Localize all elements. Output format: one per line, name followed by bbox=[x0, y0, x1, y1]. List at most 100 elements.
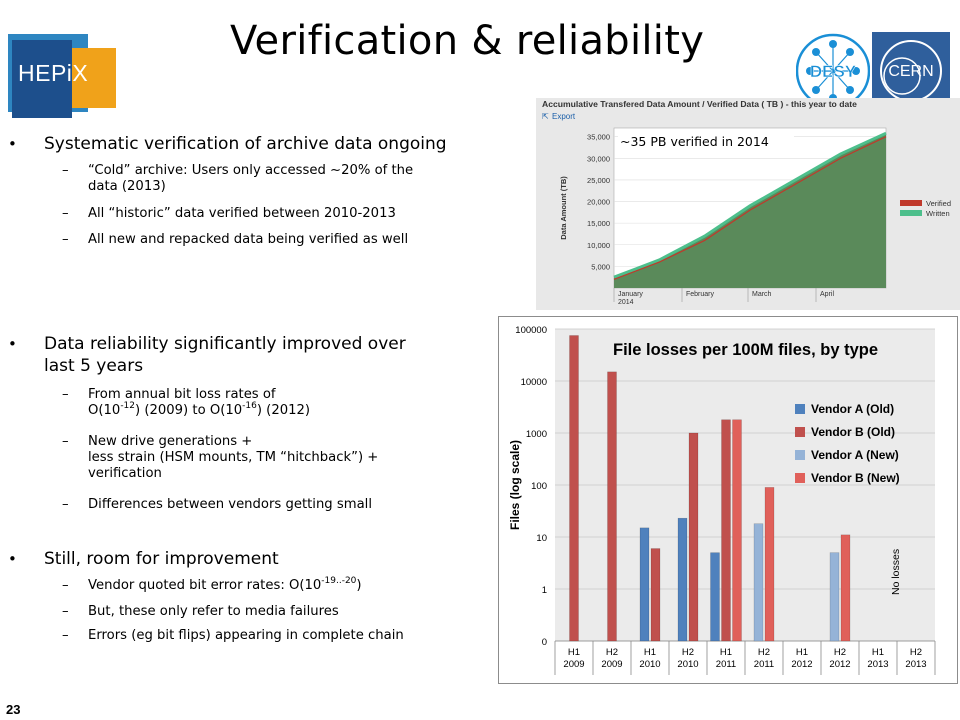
series-line-verified bbox=[613, 136, 887, 280]
x-tick-label: H2 bbox=[758, 647, 770, 658]
x-tick-label: 2011 bbox=[716, 659, 736, 670]
sub-bullet: – All new and repacked data being verifi… bbox=[62, 232, 409, 248]
desy-logo: DESY bbox=[796, 33, 870, 109]
x-tick-label: March bbox=[752, 291, 772, 298]
sub-bullet-text: All new and repacked data being verified… bbox=[88, 232, 409, 247]
bullet-dot-icon: • bbox=[8, 550, 17, 568]
x-tick-label: 2013 bbox=[905, 659, 926, 670]
annotation-bg bbox=[618, 132, 794, 150]
x-tick-label: 2010 bbox=[639, 659, 660, 670]
y-axis-label: Files (log scale) bbox=[508, 440, 522, 530]
x-tick-label: 2014 bbox=[618, 299, 634, 306]
dash-icon: – bbox=[62, 628, 69, 643]
sub-bullet-text: ) bbox=[356, 578, 362, 593]
y-tick-label: 15,000 bbox=[587, 219, 610, 228]
sub-bullet-text: verification bbox=[88, 466, 162, 481]
y-tick-label: 30,000 bbox=[587, 154, 610, 163]
y-tick-label: 5,000 bbox=[591, 262, 610, 271]
legend-swatch bbox=[900, 200, 922, 206]
legend-label: Vendor B (Old) bbox=[811, 425, 895, 439]
sub-bullet-text: Errors (eg bit flips) appearing in compl… bbox=[88, 628, 404, 643]
page-number: 23 bbox=[6, 702, 21, 717]
legend-swatch bbox=[795, 450, 805, 460]
legend-swatch bbox=[795, 404, 805, 414]
bar bbox=[764, 487, 775, 642]
dash-icon: – bbox=[62, 434, 69, 449]
bar bbox=[569, 335, 579, 642]
transfer-area-chart: Accumulative Transfered Data Amount / Ve… bbox=[536, 98, 960, 310]
x-tick-label: 2013 bbox=[867, 659, 888, 670]
x-tick-label: 2012 bbox=[829, 659, 850, 670]
x-tick-label: 2009 bbox=[601, 659, 622, 670]
sub-bullet: – Errors (eg bit flips) appearing in com… bbox=[62, 628, 404, 644]
x-tick-label: H1 bbox=[644, 647, 656, 658]
bullet-improvement: • Still, room for improvement bbox=[8, 548, 279, 570]
bullet-verification: • Systematic verification of archive dat… bbox=[8, 133, 447, 155]
legend-label: Written bbox=[926, 209, 950, 218]
x-tick-label: H2 bbox=[682, 647, 694, 658]
y-tick-label: 1 bbox=[542, 585, 547, 596]
dash-icon: – bbox=[62, 206, 69, 221]
sub-bullet: – Vendor quoted bit error rates: O(10-19… bbox=[62, 577, 362, 594]
sub-bullet-text: less strain (HSM mounts, TM “hitchback”)… bbox=[88, 450, 379, 465]
bar bbox=[840, 534, 851, 642]
bar bbox=[732, 419, 742, 642]
chart-title: Accumulative Transfered Data Amount / Ve… bbox=[542, 99, 857, 109]
legend-swatch bbox=[795, 473, 805, 483]
y-tick-label: 100000 bbox=[515, 325, 547, 336]
sub-bullet: – Differences between vendors getting sm… bbox=[62, 497, 372, 513]
sub-bullet-text: From annual bit loss rates of bbox=[88, 387, 276, 402]
file-losses-bar-chart: 100000 10000 1000 100 10 1 0 Files (log scale) F… bbox=[498, 316, 958, 684]
page-title: Verification & reliability bbox=[230, 18, 705, 64]
export-link: Export bbox=[552, 112, 576, 121]
x-tick-label: H1 bbox=[796, 647, 808, 658]
sub-bullet-text: New drive generations + bbox=[88, 434, 253, 449]
bullet-dot-icon: • bbox=[8, 135, 17, 153]
x-tick-label: H1 bbox=[568, 647, 580, 658]
x-tick-label: H2 bbox=[834, 647, 846, 658]
sub-bullet: – But, these only refer to media failure… bbox=[62, 604, 339, 620]
legend-swatch bbox=[900, 210, 922, 216]
y-tick-label: 20,000 bbox=[587, 198, 610, 207]
x-tick-label: H2 bbox=[606, 647, 618, 658]
bar bbox=[677, 517, 688, 642]
sub-bullet-text: All “historic” data verified between 201… bbox=[88, 206, 396, 221]
dash-icon: – bbox=[62, 578, 69, 593]
dash-icon: – bbox=[62, 232, 69, 247]
desy-logo-text: DESY bbox=[810, 62, 857, 81]
bar bbox=[829, 552, 840, 642]
y-tick-label: 10000 bbox=[521, 377, 547, 388]
x-tick-label: February bbox=[686, 291, 715, 298]
y-tick-label: 25,000 bbox=[587, 176, 610, 185]
bullet-text: Still, room for improvement bbox=[44, 549, 279, 569]
y-tick-label: 100 bbox=[531, 481, 547, 492]
y-tick-label: 1000 bbox=[526, 429, 547, 440]
bar bbox=[688, 432, 699, 642]
sub-bullet-text: data (2013) bbox=[88, 179, 166, 194]
bullet-text: Data reliability significantly improved … bbox=[44, 334, 406, 354]
x-tick-label: January bbox=[618, 291, 643, 298]
cern-logo-text: CERN bbox=[888, 63, 933, 80]
sub-bullet-text: Vendor quoted bit error rates: O(10 bbox=[88, 578, 322, 593]
dash-icon: – bbox=[62, 163, 69, 178]
annotation-text: ~35 PB verified in 2014 bbox=[620, 134, 769, 149]
hepix-logo: HEPiX bbox=[8, 34, 116, 118]
bullet-text: last 5 years bbox=[44, 356, 144, 376]
sub-bullet-text: O(10 bbox=[88, 403, 121, 418]
cern-logo: CERN bbox=[872, 32, 950, 110]
y-tick-label: 0 bbox=[542, 637, 547, 648]
bullet-text: Systematic verification of archive data … bbox=[44, 134, 447, 154]
sub-bullet: – All “historic” data verified between 2… bbox=[62, 206, 396, 222]
bar bbox=[650, 548, 661, 642]
legend-label: Vendor B (New) bbox=[811, 471, 900, 485]
x-tick-label: H2 bbox=[910, 647, 922, 658]
legend-swatch bbox=[795, 427, 805, 437]
x-tick-label: 2012 bbox=[791, 659, 812, 670]
dash-icon: – bbox=[62, 387, 69, 402]
superscript: -16 bbox=[242, 401, 257, 411]
bullet-reliability: • Data reliability significantly improve… bbox=[8, 333, 406, 377]
legend-label: Vendor A (New) bbox=[811, 448, 899, 462]
dash-icon: – bbox=[62, 604, 69, 619]
bar bbox=[710, 552, 720, 642]
